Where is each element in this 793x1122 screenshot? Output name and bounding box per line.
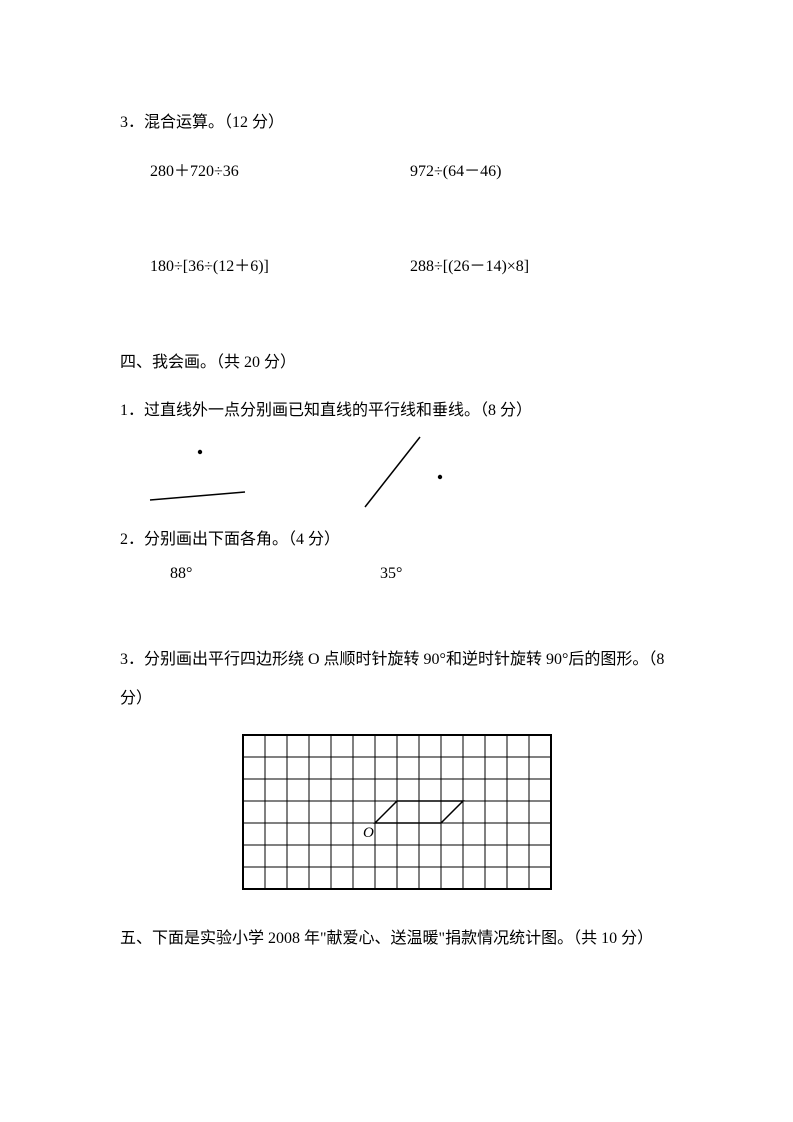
angle-row: 88° 35° [120,561,673,587]
q41-figure [120,432,673,527]
expr-1-right: 972÷(64－46) [410,159,501,185]
expr-row-2: 180÷[36÷(12＋6)] 288÷[(26－14)×8] [120,254,673,280]
point-2-icon [438,475,442,479]
angle-1: 88° [170,561,380,587]
q42-text: 2．分别画出下面各角。（4 分） [120,527,673,553]
q43-grid-wrap: O [120,733,673,891]
grid-icon: O [241,733,553,891]
angle-2: 35° [380,561,402,587]
q41-text: 1．过直线外一点分别画已知直线的平行线和垂线。（8 分） [120,398,673,424]
expr-2-right: 288÷[(26－14)×8] [410,254,529,280]
q43-text: 3．分别画出平行四边形绕 O 点顺时针旋转 90°和逆时针旋转 90°后的图形。… [120,641,673,718]
expr-row-1: 280＋720÷36 972÷(64－46) [120,159,673,185]
point-1-icon [198,450,202,454]
expr-1-left: 280＋720÷36 [150,159,410,185]
line-1-icon [150,492,245,500]
section3-title: 3．混合运算。（12 分） [120,110,673,136]
q43-grid: O [241,733,553,891]
expr-2-left: 180÷[36÷(12＋6)] [150,254,410,280]
section5-title: 五、下面是实验小学 2008 年"献爱心、送温暖"捐款情况统计图。（共 10 分… [120,926,673,952]
line-2-icon [365,437,420,507]
svg-text:O: O [363,825,374,841]
section4-title: 四、我会画。（共 20 分） [120,350,673,376]
